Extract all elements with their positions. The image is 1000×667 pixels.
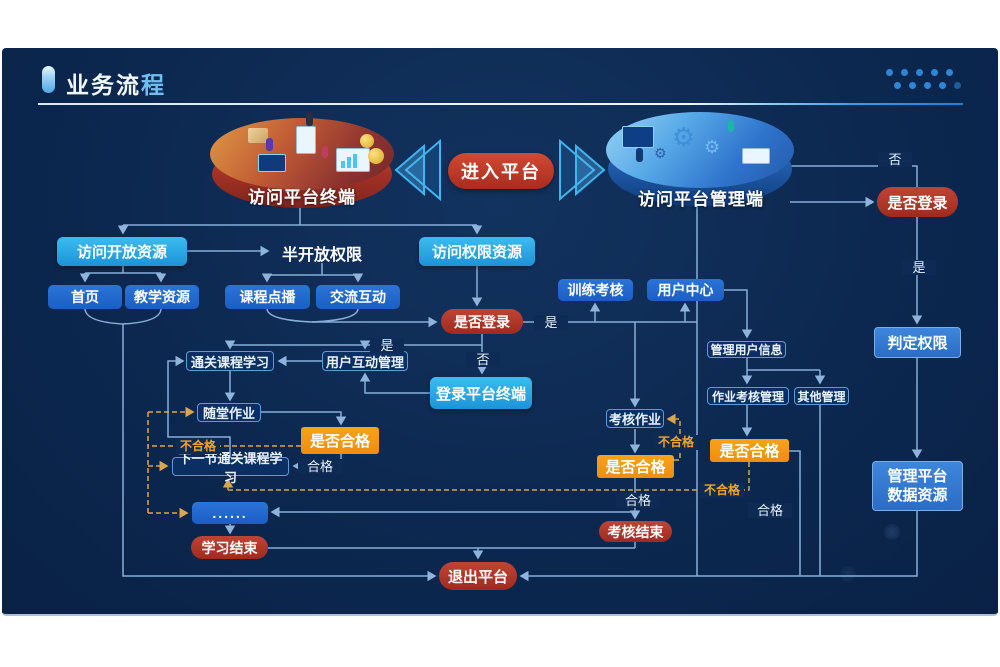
gear-icon: ⚙ [704, 137, 721, 157]
node-qualified-assessment: 是否合格 [597, 455, 674, 478]
node-access-permission-resources: 访问权限资源 [419, 237, 535, 266]
edge-label-yes: 是 [370, 338, 404, 353]
node-user-center: 用户中心 [647, 279, 724, 301]
chevron-right-inner-icon [575, 143, 606, 197]
node-manage-platform-data-line2: 数据资源 [887, 487, 948, 504]
node-home: 首页 [48, 285, 122, 309]
node-semi-open-permission: 半开放权限 [281, 247, 362, 264]
person-figure [322, 146, 328, 158]
edge-label-pass: 合格 [298, 459, 342, 474]
node-interaction: 交流互动 [316, 285, 400, 309]
node-study-end: 学习结束 [191, 536, 268, 559]
page-title-main: 业务流 [66, 72, 141, 98]
person-figure [266, 138, 273, 151]
decor-dots-row-1 [886, 69, 953, 76]
coin-icon [368, 148, 384, 164]
person-figure [636, 148, 643, 162]
node-course-on-demand: 课程点播 [225, 285, 310, 309]
chevron-left-inner-icon [394, 143, 425, 197]
edge-label-yes: 是 [534, 315, 568, 330]
node-ellipsis: ...... [192, 502, 268, 524]
node-next-pass-course: 下一节通关课程学习 [172, 451, 289, 485]
node-login-question-left: 是否登录 [441, 309, 523, 334]
node-qualified-management: 是否合格 [710, 439, 789, 462]
node-manage-platform-data: 管理平台 数据资源 [872, 461, 963, 511]
decor-glow [840, 566, 856, 582]
node-teaching-resources: 教学资源 [125, 285, 199, 309]
node-training-assessment: 训练考核 [558, 279, 633, 301]
person-figure [306, 112, 313, 126]
node-assessment-homework: 考核作业 [606, 409, 664, 428]
node-user-interaction-management: 用户互动管理 [322, 351, 408, 371]
node-login-question-right: 是否登录 [877, 187, 958, 217]
coin-icon [360, 134, 374, 148]
panel-icon [296, 126, 316, 154]
dashboard-icon [336, 148, 370, 172]
platform-admin-label: 访问平台管理端 [638, 190, 764, 209]
title-divider [38, 103, 963, 105]
edge-label-no: 否 [466, 352, 500, 367]
page-title: 业务流程 [66, 66, 166, 100]
node-qualified-study: 是否合格 [301, 427, 379, 454]
edge-label-fail: 不合格 [654, 435, 698, 450]
node-pass-course-study: 通关课程学习 [186, 351, 274, 371]
node-homework-assessment-management: 作业考核管理 [707, 387, 789, 405]
node-exit-platform: 退出平台 [439, 562, 517, 590]
node-assessment-end: 考核结束 [599, 521, 672, 542]
edge-label-yes: 是 [902, 260, 936, 275]
node-manage-user-info: 管理用户信息 [707, 341, 786, 358]
monitor-icon [622, 126, 654, 148]
title-bullet-icon [42, 66, 55, 93]
page-title-accent: 程 [141, 72, 166, 98]
node-other-management: 其他管理 [794, 387, 849, 405]
platform-terminal-label: 访问平台终端 [248, 188, 356, 207]
gear-icon: ⚙ [654, 145, 667, 161]
crate-icon [248, 128, 268, 143]
decor-glow [884, 524, 900, 540]
edge-label-fail: 不合格 [700, 483, 744, 498]
node-manage-platform-data-line1: 管理平台 [887, 467, 948, 485]
edge-label-no: 否 [878, 152, 912, 167]
node-login-platform-terminal: 登录平台终端 [430, 377, 532, 409]
edge-label-pass: 合格 [748, 503, 792, 518]
enter-platform-button[interactable]: 进入平台 [448, 153, 554, 189]
edge-label-fail: 不合格 [176, 439, 220, 454]
monitor-icon [742, 148, 770, 164]
monitor-icon [258, 154, 286, 172]
edge-label-pass: 合格 [616, 493, 660, 508]
gear-icon: ⚙ [672, 122, 696, 152]
node-class-homework: 随堂作业 [197, 403, 261, 422]
person-figure [728, 120, 734, 132]
node-judge-permission: 判定权限 [874, 327, 961, 358]
decor-dots-row-2 [894, 82, 961, 89]
node-access-open-resources: 访问开放资源 [57, 237, 187, 266]
chevron-icons [394, 138, 606, 202]
